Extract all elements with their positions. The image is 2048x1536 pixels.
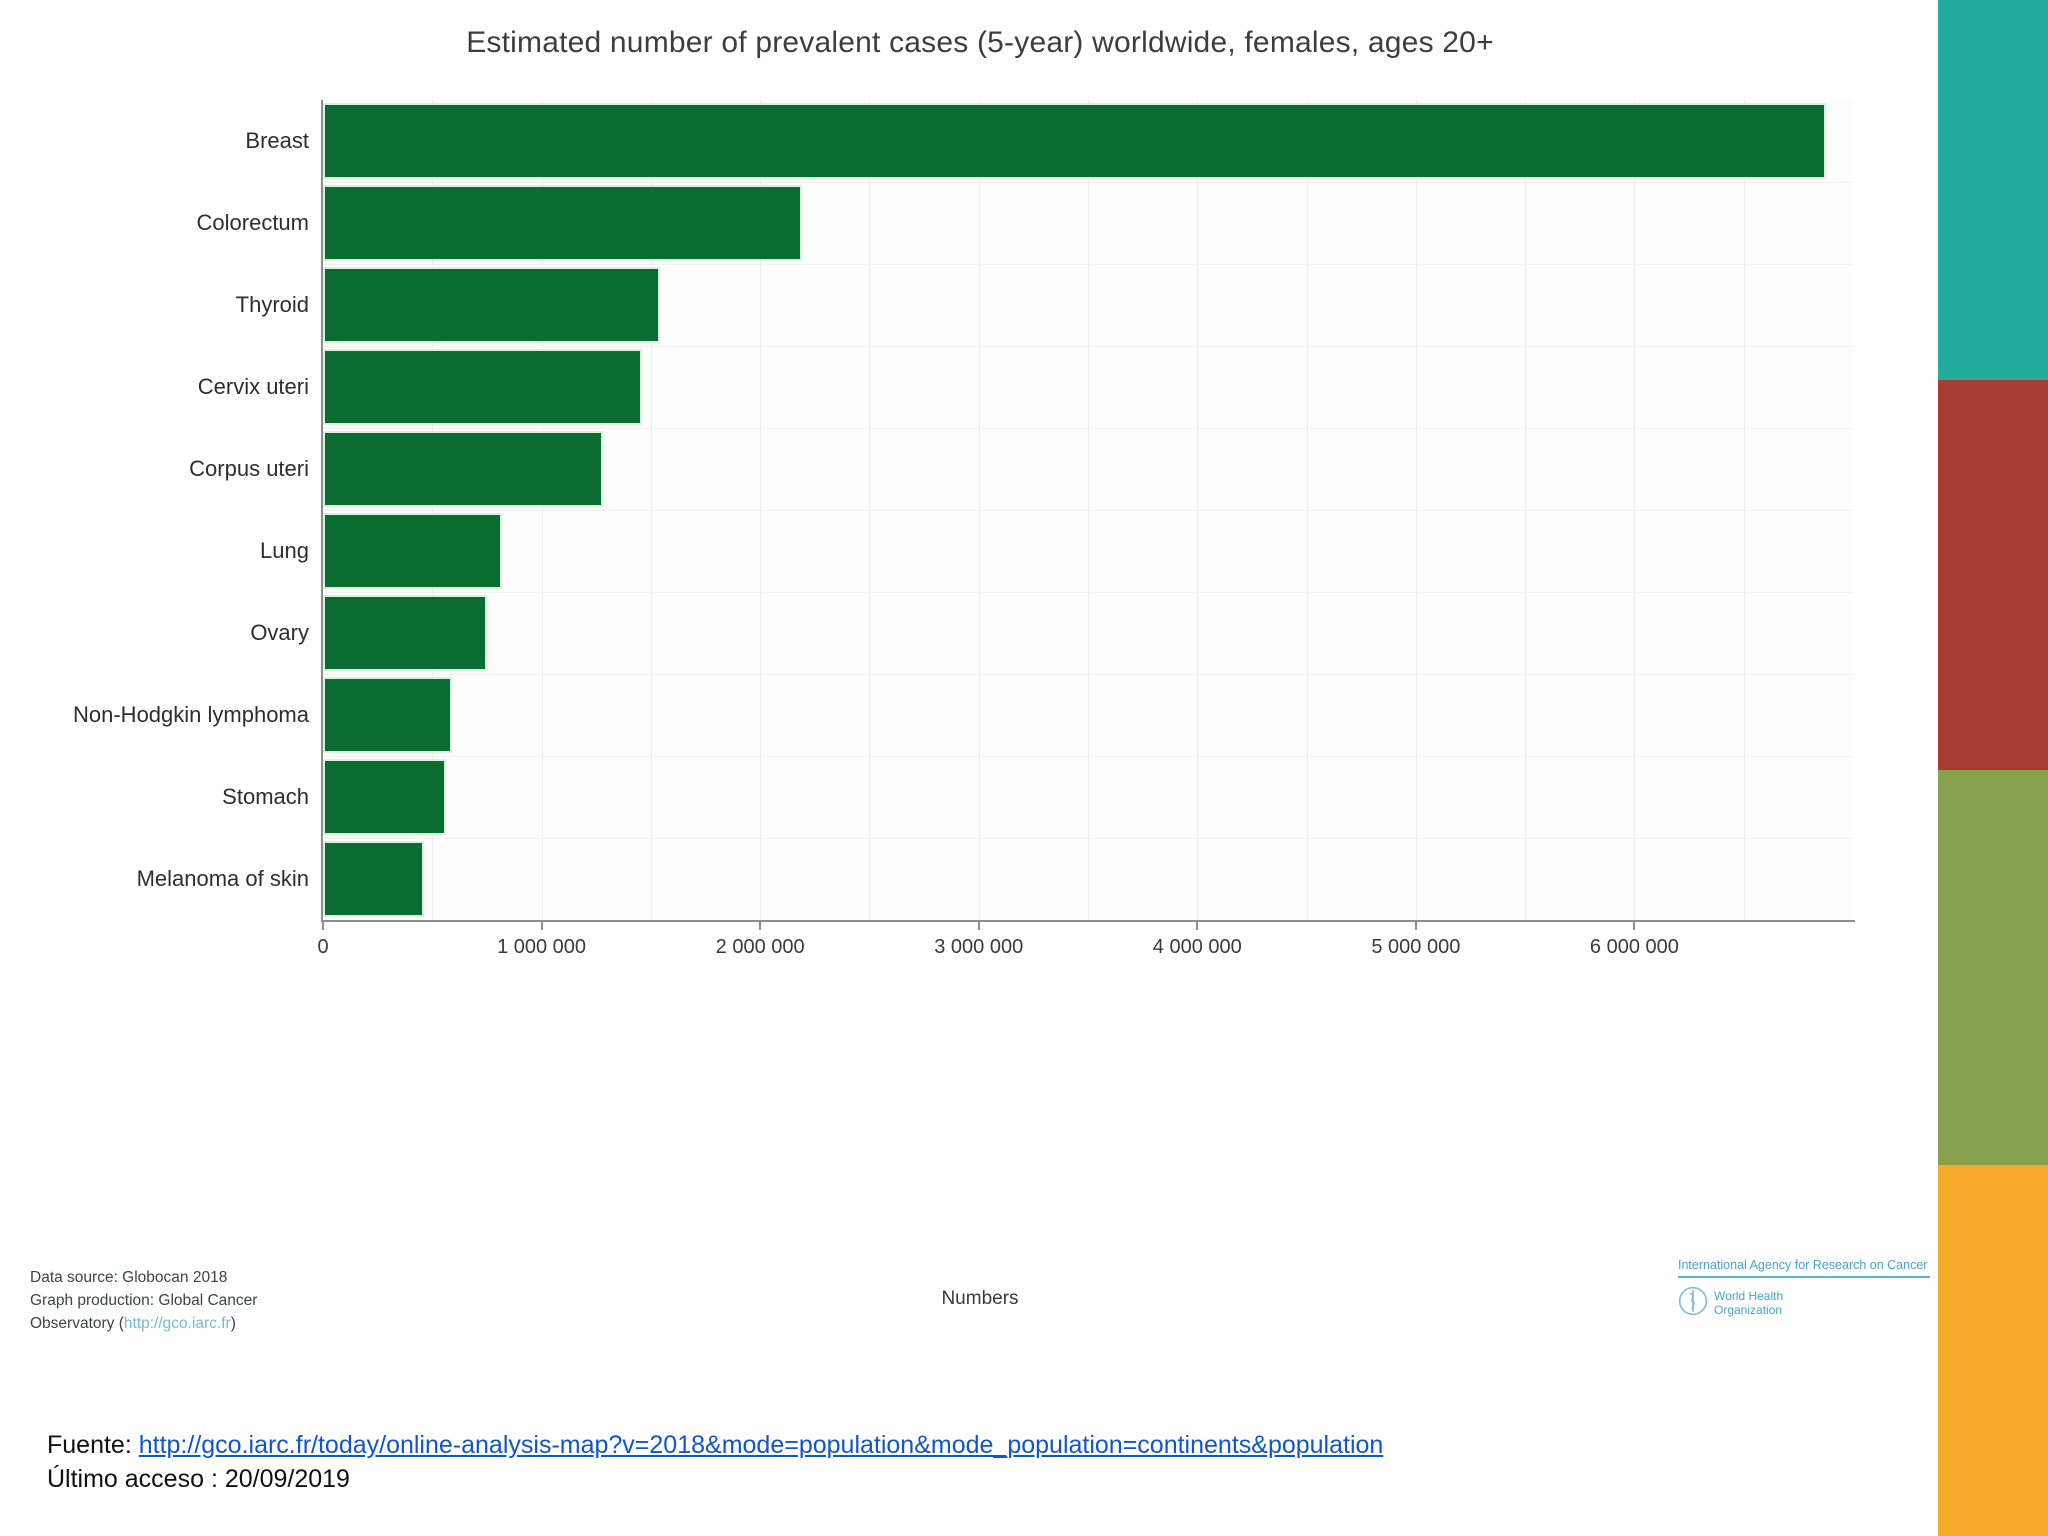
category-label: Ovary bbox=[250, 620, 309, 645]
bar-row: Colorectum bbox=[197, 182, 1853, 264]
last-access-line: Último acceso : 20/09/2019 bbox=[47, 1465, 350, 1493]
gridline-horizontal bbox=[323, 264, 1853, 265]
x-axis-tick-label: 5 000 000 bbox=[1371, 936, 1461, 958]
bar-colorectum bbox=[323, 185, 802, 261]
bar-row: Ovary bbox=[250, 592, 1853, 674]
category-label: Stomach bbox=[222, 784, 309, 809]
x-axis-tick-label: 1 000 000 bbox=[497, 936, 587, 958]
x-axis-tick bbox=[1414, 922, 1417, 930]
orange-block bbox=[1938, 1165, 2048, 1536]
x-axis-tick bbox=[322, 922, 324, 930]
category-label: Breast bbox=[245, 128, 309, 153]
x-axis-tick bbox=[1196, 922, 1199, 930]
category-label: Lung bbox=[260, 538, 309, 563]
who-emblem-icon bbox=[1678, 1286, 1708, 1321]
bar-row: Melanoma of skin bbox=[137, 838, 1853, 920]
bar-row: Breast bbox=[245, 100, 1853, 182]
teal-block bbox=[1938, 0, 2048, 380]
iarc-logo-text: International Agency for Research on Can… bbox=[1678, 1258, 1930, 1278]
y-axis-line bbox=[321, 100, 323, 922]
gco-link[interactable]: http://gco.iarc.fr bbox=[123, 1315, 231, 1332]
category-label: Corpus uteri bbox=[189, 456, 309, 481]
gridline-horizontal bbox=[323, 510, 1853, 511]
source-url-link[interactable]: http://gco.iarc.fr/today/online-analysis… bbox=[138, 1431, 1384, 1459]
graph-production-line: Graph production: Global Cancer bbox=[30, 1292, 258, 1309]
bar-ovary bbox=[323, 595, 487, 671]
olive-block bbox=[1938, 770, 2048, 1165]
gridline-horizontal bbox=[323, 428, 1853, 429]
bar-stomach bbox=[323, 759, 447, 835]
bar-melanoma-of-skin bbox=[323, 841, 424, 917]
bar-thyroid bbox=[323, 267, 660, 343]
gridline-horizontal bbox=[323, 756, 1853, 757]
category-label: Colorectum bbox=[196, 210, 309, 235]
category-label: Thyroid bbox=[235, 292, 309, 317]
x-axis-tick bbox=[759, 922, 762, 930]
who-line2: Organization bbox=[1714, 1302, 1783, 1317]
bar-row: Non-Hodgkin lymphoma bbox=[73, 674, 1853, 756]
bar-row: Cervix uteri bbox=[198, 346, 1853, 428]
x-axis-line bbox=[321, 920, 1855, 922]
bar-row: Lung bbox=[260, 510, 1853, 592]
observatory-suffix: ) bbox=[230, 1315, 236, 1332]
gridline-horizontal bbox=[323, 838, 1853, 839]
who-logo-text: World Health Organization bbox=[1714, 1288, 1784, 1318]
gridline-horizontal bbox=[323, 592, 1853, 593]
x-axis-title: Numbers bbox=[941, 1288, 1019, 1309]
gridline-horizontal bbox=[323, 182, 1853, 183]
who-logo: World Health Organization bbox=[1678, 1286, 1930, 1321]
x-axis-tick bbox=[977, 922, 980, 930]
gridline-horizontal bbox=[323, 674, 1853, 675]
observatory-line: Observatory (http://gco.iarc.fr) bbox=[30, 1312, 257, 1335]
category-label: Melanoma of skin bbox=[136, 866, 309, 891]
x-axis-tick-label: 6 000 000 bbox=[1589, 936, 1679, 958]
sidebar-color-strip bbox=[1938, 0, 2048, 1536]
x-axis-tick-label: 2 000 000 bbox=[715, 936, 805, 958]
x-axis-tick-label: 3 000 000 bbox=[934, 936, 1024, 958]
x-axis-tick-label: 4 000 000 bbox=[1152, 936, 1242, 958]
bar-row: Stomach bbox=[222, 756, 1853, 838]
bar-row: Thyroid bbox=[236, 264, 1853, 346]
who-line1: World Health bbox=[1714, 1288, 1784, 1303]
category-label: Cervix uteri bbox=[197, 374, 309, 399]
bar-cervix-uteri bbox=[323, 349, 643, 425]
plot-area: Breast Colorectum Thyroid Cervix uteri Corpu… bbox=[73, 100, 1855, 958]
bar-row: Corpus uteri bbox=[189, 428, 1853, 510]
chart-title: Estimated number of prevalent cases (5-y… bbox=[466, 26, 1494, 59]
source-block: Fuente: http://gco.iarc.fr/today/online-… bbox=[47, 1428, 1383, 1496]
x-axis-tick-label: 0 bbox=[317, 936, 329, 958]
source-line: Fuente: http://gco.iarc.fr/today/online-… bbox=[47, 1428, 1383, 1462]
data-source-line: Data source: Globocan 2018 bbox=[30, 1269, 228, 1286]
red-block bbox=[1938, 380, 2048, 770]
category-label: Non-Hodgkin lymphoma bbox=[73, 702, 309, 727]
chart-credits: Data source: Globocan 2018 Graph product… bbox=[30, 1266, 257, 1335]
observatory-prefix: Observatory ( bbox=[30, 1315, 124, 1332]
gridline-horizontal bbox=[323, 346, 1853, 347]
bar-breast bbox=[323, 103, 1826, 179]
bar-non-hodgkin-lymphoma bbox=[323, 677, 452, 753]
x-axis-tick bbox=[540, 922, 543, 930]
x-axis-tick bbox=[1633, 922, 1636, 930]
logo-block: International Agency for Research on Can… bbox=[1678, 1258, 1930, 1321]
source-label: Fuente: bbox=[47, 1431, 132, 1459]
bar-corpus-uteri bbox=[323, 431, 603, 507]
bar-lung bbox=[323, 513, 503, 589]
